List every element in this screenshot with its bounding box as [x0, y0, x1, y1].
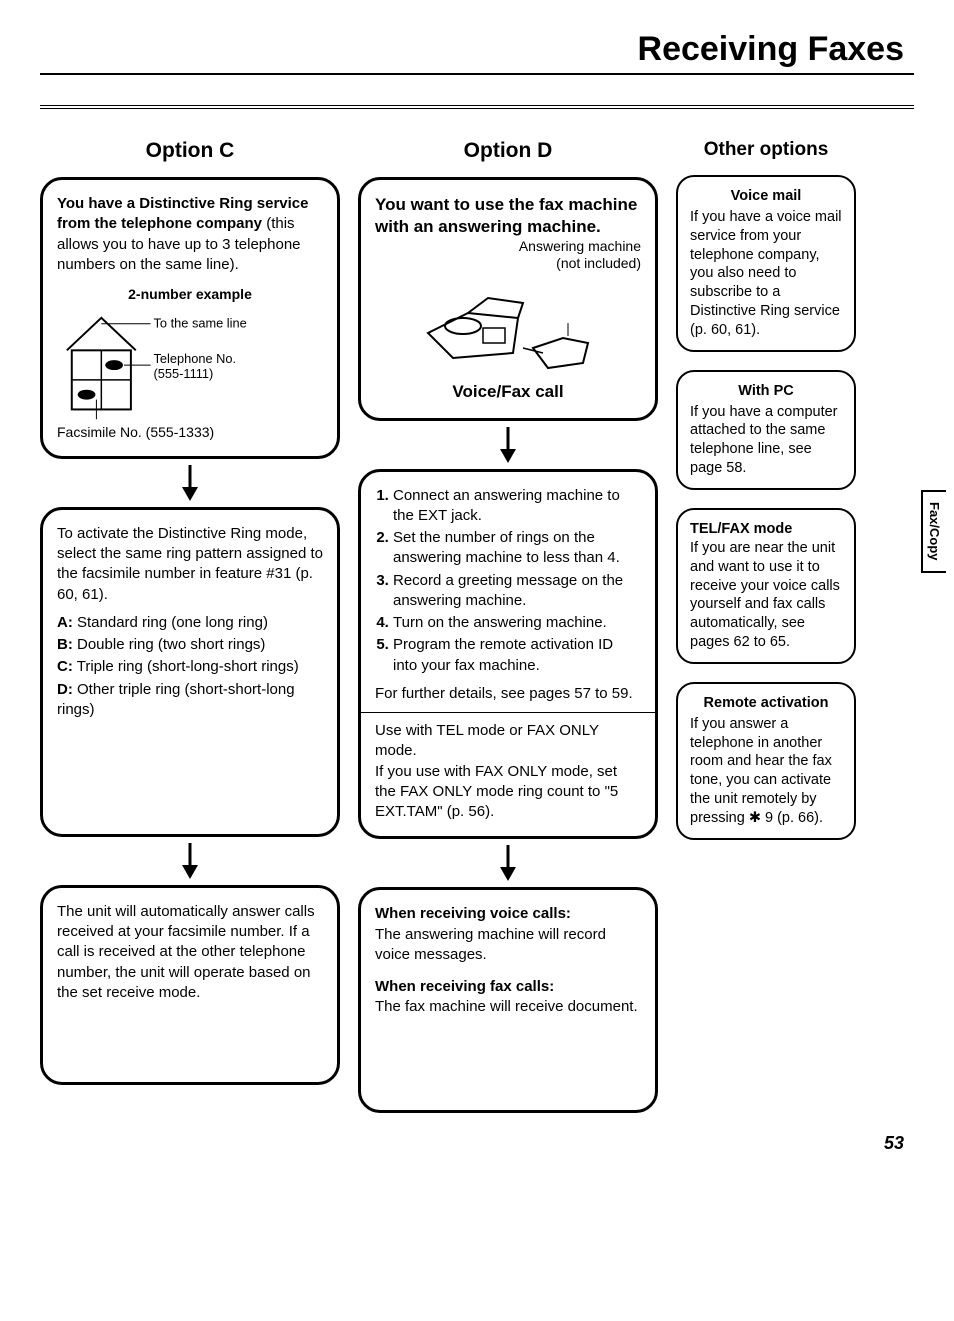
fax-answering-machine-icon	[413, 278, 603, 373]
option-d-box-3: When receiving voice calls: The answerin…	[358, 887, 658, 1113]
fax-calls-text: The fax machine will receive document.	[375, 997, 641, 1017]
further-details: For further details, see pages 57 to 59.	[375, 684, 641, 704]
column-option-d: Option D You want to use the fax machine…	[358, 139, 658, 1113]
telfax-title: TEL/FAX mode	[690, 521, 792, 537]
sidebox-voicemail: Voice mail If you have a voice mail serv…	[676, 175, 856, 352]
voice-calls-heading: When receiving voice calls:	[375, 905, 571, 922]
ring-a-text: Standard ring (one long ring)	[73, 614, 268, 631]
side-tab-faxcopy: Fax/Copy	[921, 490, 946, 573]
option-c-box-1: You have a Distinctive Ring service from…	[40, 177, 340, 459]
telfax-text: If you are near the unit and want to use…	[690, 540, 840, 650]
option-c-box3-text: The unit will automatically answer calls…	[57, 902, 323, 1003]
page-title: Receiving Faxes	[40, 30, 914, 69]
option-d-box-1: You want to use the fax machine with an …	[358, 177, 658, 421]
svg-text:To the same line: To the same line	[154, 316, 247, 331]
option-d-box-2: Connect an answering machine to the EXT …	[358, 469, 658, 840]
step-5: Program the remote activation ID into yo…	[393, 635, 641, 676]
column-option-c: Option C You have a Distinctive Ring ser…	[40, 139, 340, 1085]
ring-c-text: Triple ring (short-long-short rings)	[73, 658, 299, 675]
arrow-icon	[40, 843, 340, 879]
sidebox-telfax: TEL/FAX mode If you are near the unit an…	[676, 508, 856, 664]
remote-text: If you answer a telephone in another roo…	[690, 716, 832, 826]
ring-a-label: A:	[57, 614, 73, 631]
separator	[361, 712, 655, 713]
arrow-icon	[40, 465, 340, 501]
arrow-icon	[358, 427, 658, 463]
diagram-fax-no: Facsimile No. (555-1333)	[57, 423, 323, 442]
rule-double	[40, 105, 914, 111]
column-other-options: Other options Voice mail If you have a v…	[676, 139, 856, 858]
ring-b-label: B:	[57, 636, 73, 653]
voice-fax-call-label: Voice/Fax call	[375, 381, 641, 404]
voice-calls-text: The answering machine will record voice …	[375, 925, 641, 966]
answering-machine-label-2: (not included)	[556, 255, 641, 271]
fax-calls-heading: When receiving fax calls:	[375, 978, 554, 995]
option-d-lead: You want to use the fax machine with an …	[375, 194, 641, 238]
svg-text:(555-1111): (555-1111)	[154, 366, 214, 381]
use-with-mode: Use with TEL mode or FAX ONLY mode.	[375, 721, 641, 762]
answering-machine-label-1: Answering machine	[519, 238, 641, 254]
page-number: 53	[40, 1133, 914, 1154]
option-c-box2-intro: To activate the Distinctive Ring mode, s…	[57, 524, 323, 605]
withpc-title: With PC	[690, 382, 842, 401]
setup-steps-list: Connect an answering machine to the EXT …	[375, 486, 641, 676]
sidebox-with-pc: With PC If you have a computer attached …	[676, 370, 856, 490]
ring-c-label: C:	[57, 658, 73, 675]
heading-option-d: Option D	[358, 139, 658, 163]
voicemail-title: Voice mail	[690, 187, 842, 206]
voicemail-text: If you have a voice mail service from yo…	[690, 209, 842, 338]
rule-thin	[40, 73, 914, 75]
step-1: Connect an answering machine to the EXT …	[393, 486, 641, 527]
step-2: Set the number of rings on the answering…	[393, 528, 641, 569]
option-c-box-2: To activate the Distinctive Ring mode, s…	[40, 507, 340, 837]
ring-d-text: Other triple ring (short-short-long ring…	[57, 681, 295, 718]
sidebox-remote-activation: Remote activation If you answer a teleph…	[676, 682, 856, 840]
withpc-text: If you have a computer attached to the s…	[690, 404, 838, 477]
option-c-box-3: The unit will automatically answer calls…	[40, 885, 340, 1085]
remote-title: Remote activation	[690, 694, 842, 713]
step-3: Record a greeting message on the answeri…	[393, 571, 641, 612]
diagram-label: 2-number example	[57, 285, 323, 304]
ring-b-text: Double ring (two short rings)	[73, 636, 266, 653]
house-diagram-icon: To the same line Telephone No. (555-1111…	[57, 306, 323, 424]
ring-d-label: D:	[57, 681, 73, 698]
heading-option-c: Option C	[40, 139, 340, 163]
fax-only-note: If you use with FAX ONLY mode, set the F…	[375, 762, 641, 823]
svg-text:Telephone No.: Telephone No.	[154, 351, 237, 366]
step-4: Turn on the answering machine.	[393, 613, 641, 633]
heading-other-options: Other options	[676, 139, 856, 161]
arrow-icon	[358, 845, 658, 881]
distinctive-ring-diagram: 2-number example To the same line Teleph…	[57, 285, 323, 442]
